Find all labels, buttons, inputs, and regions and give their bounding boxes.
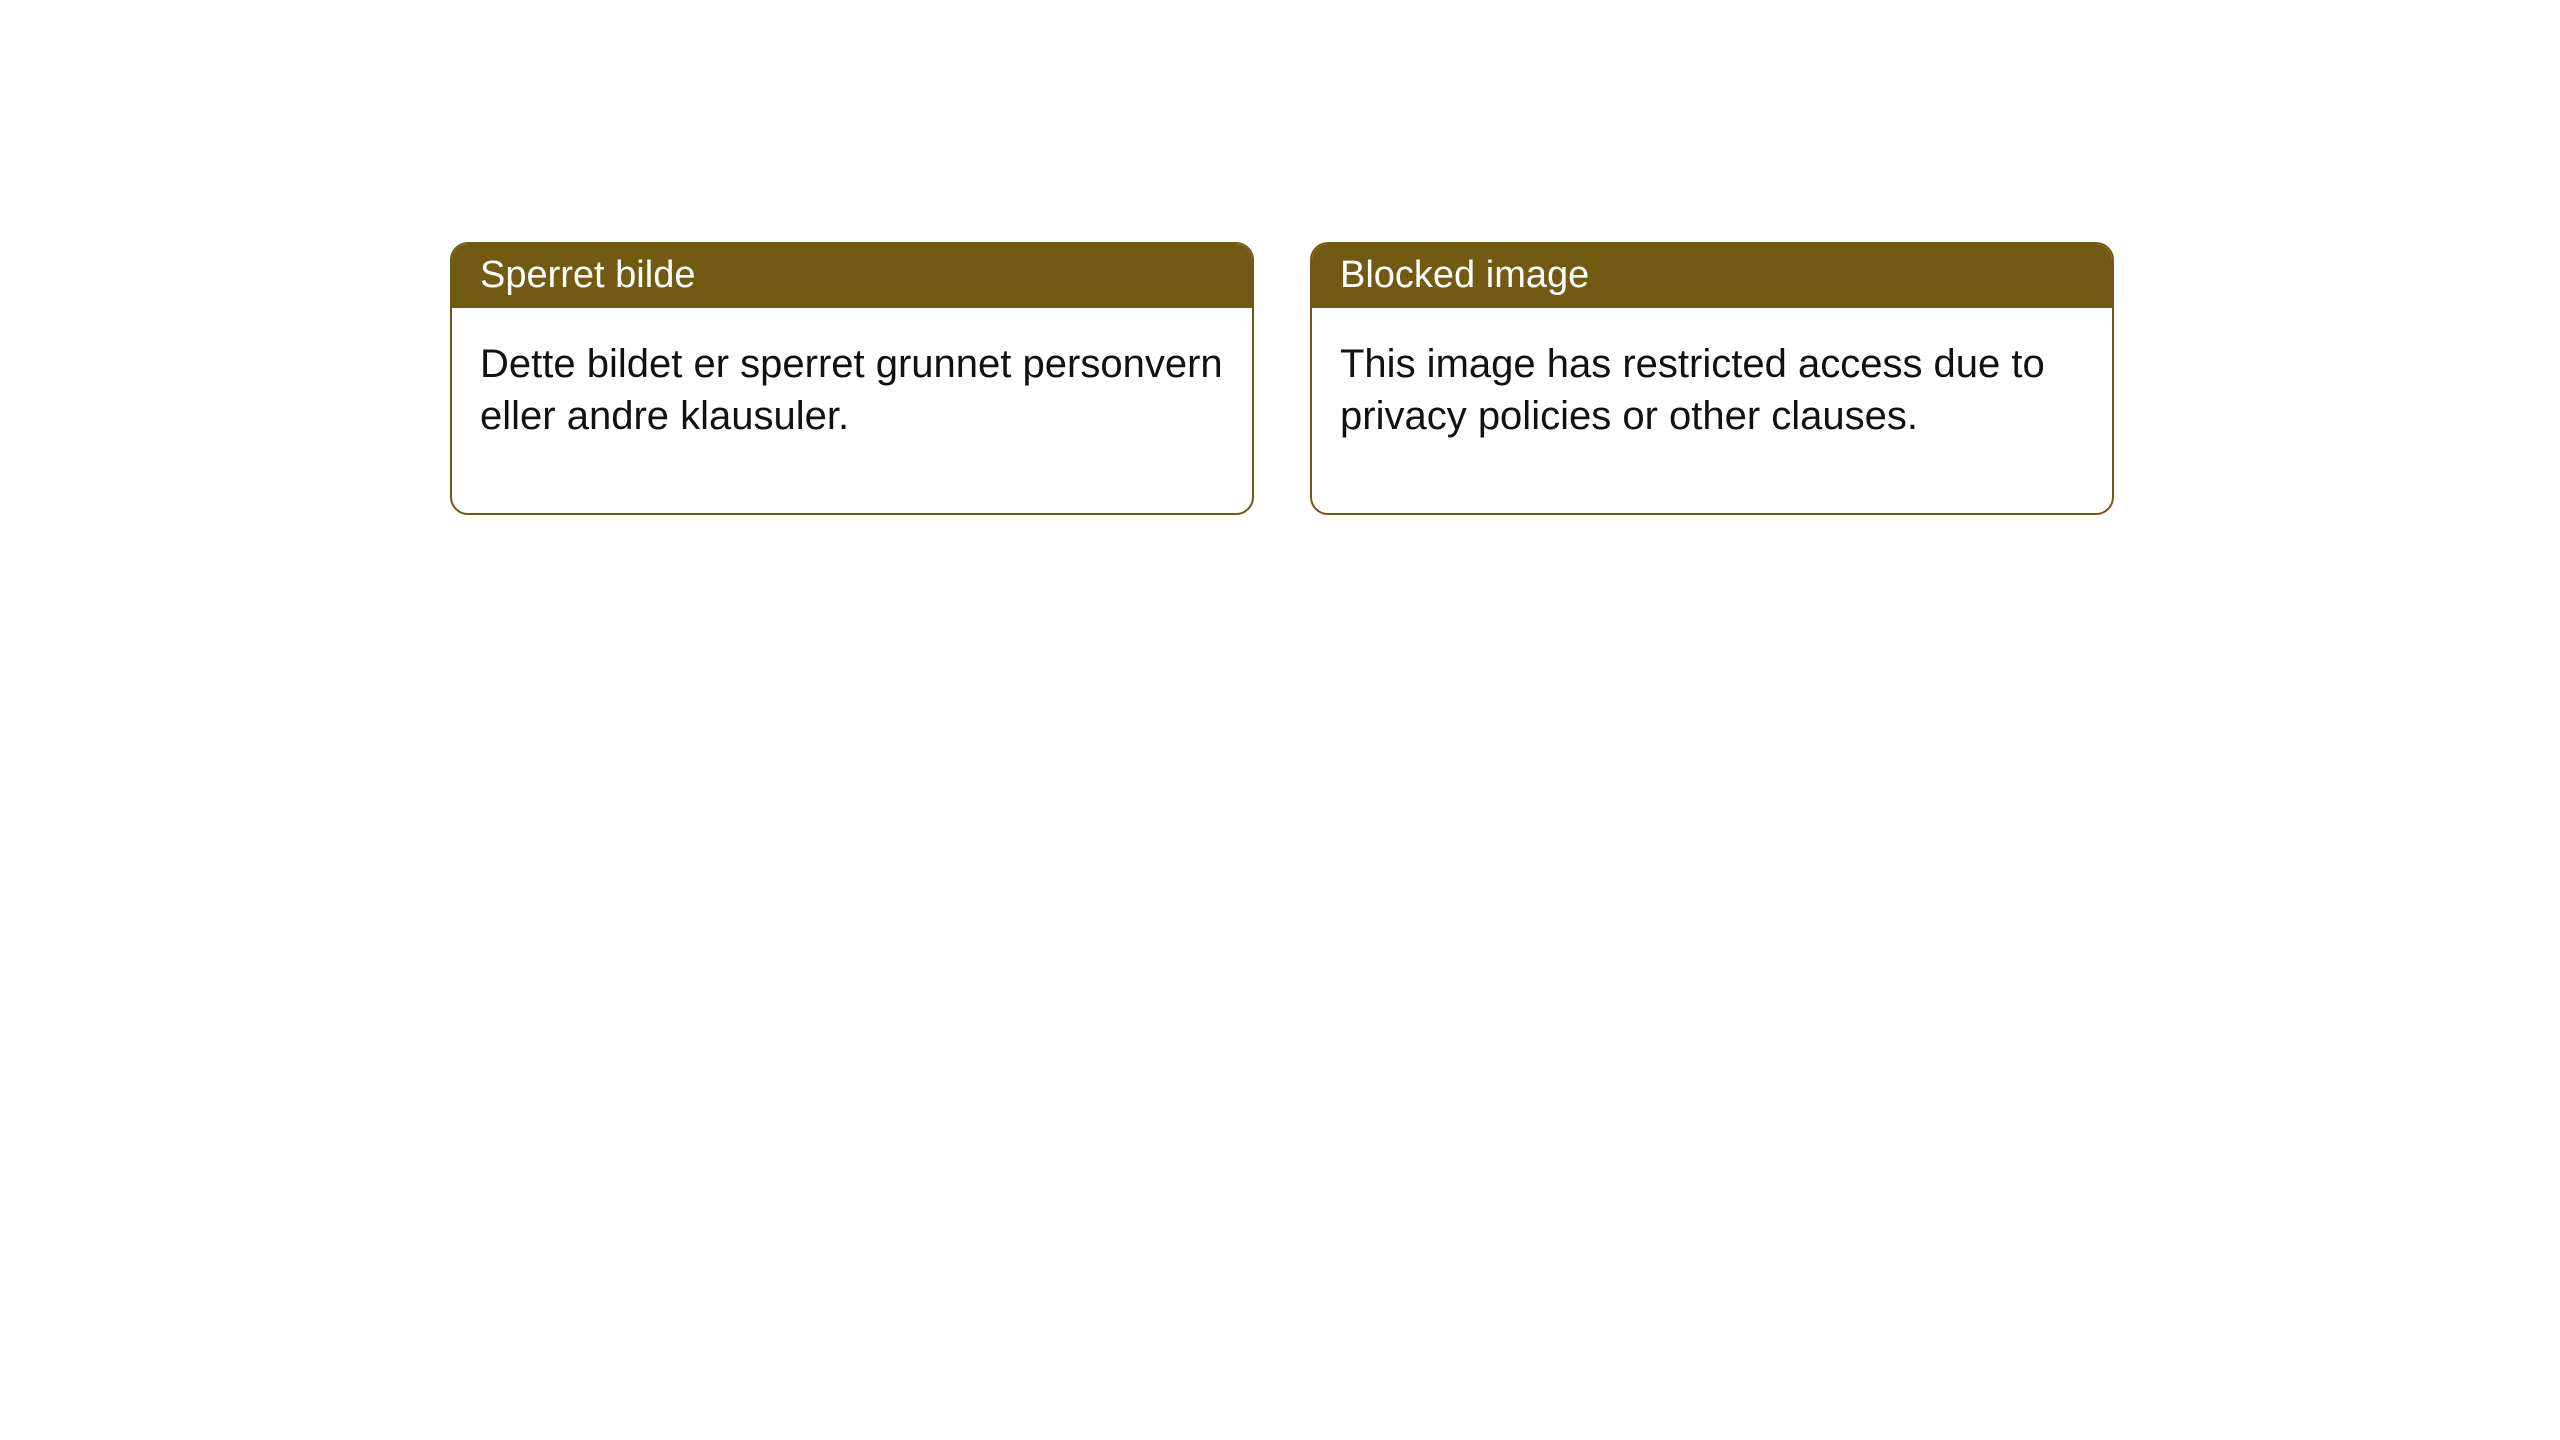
card-header: Sperret bilde [452,244,1252,308]
notice-card-row: Sperret bilde Dette bildet er sperret gr… [0,0,2560,515]
blocked-image-card-english: Blocked image This image has restricted … [1310,242,2114,515]
card-body-text: Dette bildet er sperret grunnet personve… [452,308,1252,514]
card-body-text: This image has restricted access due to … [1312,308,2112,514]
blocked-image-card-norwegian: Sperret bilde Dette bildet er sperret gr… [450,242,1254,515]
card-header: Blocked image [1312,244,2112,308]
